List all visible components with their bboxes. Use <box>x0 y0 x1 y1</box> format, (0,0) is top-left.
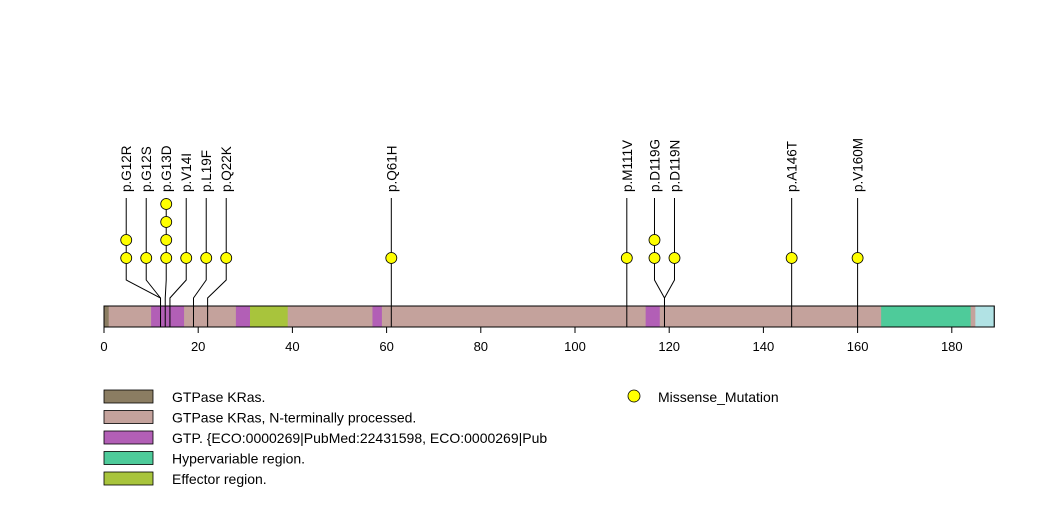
mutation-label: p.Q61H <box>384 145 399 192</box>
mutation-label: p.G13D <box>159 145 174 192</box>
domain-segment <box>881 306 971 327</box>
x-tick-label: 0 <box>100 339 107 354</box>
domain-track <box>103 305 995 328</box>
legend-swatch <box>103 471 154 486</box>
legend-label: GTP. {ECO:0000269|PubMed:22431598, ECO:0… <box>172 430 547 446</box>
legend-label: GTPase KRas, N-terminally processed. <box>172 410 416 426</box>
mutation-label: p.V160M <box>851 138 866 192</box>
mutation-marker <box>385 252 398 264</box>
mutation-marker <box>180 252 193 264</box>
mutation-label: p.M111V <box>620 140 635 192</box>
mutation-marker <box>851 252 864 264</box>
legend-swatch <box>103 389 154 404</box>
mutation-stem <box>207 198 227 327</box>
domain-segment <box>645 306 660 327</box>
domain-segment <box>235 306 251 327</box>
mutation-stem <box>663 198 675 327</box>
mutation-marker <box>648 234 661 246</box>
mutation-marker <box>140 252 153 264</box>
legend-label: GTPase KRas. <box>172 389 265 405</box>
x-tick-label: 60 <box>379 339 393 354</box>
mutation-marker <box>668 252 681 264</box>
mutation-label: p.G12S <box>139 146 154 192</box>
mutation-marker <box>120 234 133 246</box>
legend-mutation-marker <box>627 389 641 403</box>
legend-swatch <box>103 451 154 465</box>
x-tick-label: 40 <box>285 339 299 354</box>
x-tick-label: 120 <box>658 339 680 354</box>
mutation-label: p.Q22K <box>219 146 234 192</box>
domain-segment <box>250 306 288 327</box>
legend-mutation-label: Missense_Mutation <box>658 389 779 405</box>
x-tick-label: 100 <box>564 339 586 354</box>
domain-segment <box>108 306 981 327</box>
mutation-label: p.V14I <box>179 153 194 192</box>
legend-swatch <box>103 410 154 424</box>
domain-segment <box>151 306 185 327</box>
mutation-label: p.D119N <box>667 140 682 192</box>
x-tick-label: 160 <box>847 339 869 354</box>
mutation-marker <box>160 252 173 264</box>
x-tick-label: 180 <box>941 339 963 354</box>
mutation-marker <box>200 252 213 264</box>
mutation-marker <box>160 234 173 246</box>
mutation-marker <box>648 252 661 264</box>
mutation-marker <box>785 252 798 264</box>
mutation-marker <box>160 216 173 228</box>
mutation-lollipops: p.G12R p.G12S p.G13D p.V14I p.L19F p.Q22K p.Q6… <box>119 138 866 327</box>
legend-label: Effector region. <box>172 471 267 487</box>
mutation-marker <box>120 252 133 264</box>
legend-label: Hypervariable region. <box>172 451 305 467</box>
domain-segment <box>975 306 995 327</box>
x-axis: 0 20 40 60 80 100 120 140 160 180 <box>100 326 995 354</box>
mutation-stem <box>192 198 207 327</box>
legend: GTPase KRas. GTPase KRas, N-terminally pr… <box>103 389 779 487</box>
mutation-marker <box>220 252 233 264</box>
mutation-marker <box>160 198 173 210</box>
mutation-label: p.G12R <box>119 145 134 192</box>
mutation-label: p.L19F <box>199 150 214 192</box>
mutation-label: p.D119G <box>647 139 662 192</box>
x-tick-label: 140 <box>753 339 775 354</box>
mutation-stem <box>169 198 187 327</box>
legend-swatch <box>103 430 154 445</box>
mutation-marker <box>620 252 633 264</box>
mutation-label: p.A146T <box>785 141 800 192</box>
mutation-stem <box>145 198 162 327</box>
x-tick-label: 80 <box>474 339 488 354</box>
domain-segment <box>372 306 382 327</box>
x-tick-label: 20 <box>191 339 205 354</box>
